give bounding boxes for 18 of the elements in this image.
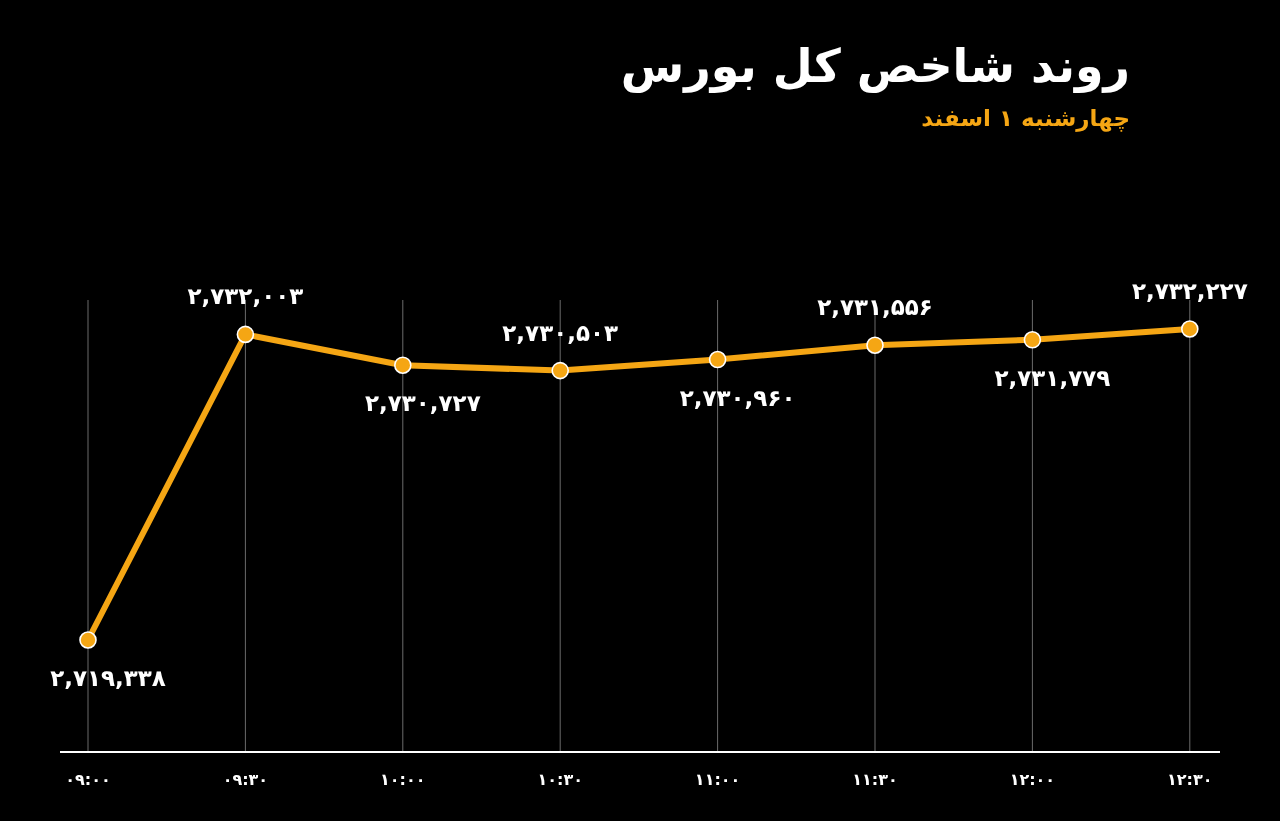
subtitle: چهارشنبه ۱ اسفند bbox=[921, 105, 1130, 131]
x-tick: ۱۰:۳۰ bbox=[537, 770, 583, 789]
x-tick: ۱۲:۰۰ bbox=[1009, 770, 1056, 789]
x-tick: ۰۹:۰۰ bbox=[65, 770, 111, 789]
x-tick: ۱۰:۰۰ bbox=[380, 770, 426, 789]
x-tick: ۱۲:۳۰ bbox=[1167, 770, 1213, 789]
data-label: ۲,۷۳۲,۲۲۷ bbox=[1131, 278, 1248, 304]
data-label: ۲,۷۱۹,۳۳۸ bbox=[50, 665, 166, 691]
x-tick: ۰۹:۳۰ bbox=[222, 770, 269, 789]
data-label: ۲,۷۳۰,۵۰۳ bbox=[502, 319, 619, 346]
data-label: ۲,۷۳۰,۹۶۰ bbox=[679, 384, 796, 411]
x-tick: ۱۱:۳۰ bbox=[852, 770, 898, 789]
data-label: ۲,۷۳۱,۵۵۶ bbox=[817, 294, 933, 321]
data-label: ۲,۷۳۰,۷۲۷ bbox=[364, 390, 481, 417]
data-label: ۲,۷۳۱,۷۷۹ bbox=[994, 364, 1111, 391]
title: روند شاخص کل بورس bbox=[620, 39, 1130, 93]
data-label: ۲,۷۳۲,۰۰۳ bbox=[187, 283, 304, 310]
x-tick: ۱۱:۰۰ bbox=[694, 770, 741, 789]
